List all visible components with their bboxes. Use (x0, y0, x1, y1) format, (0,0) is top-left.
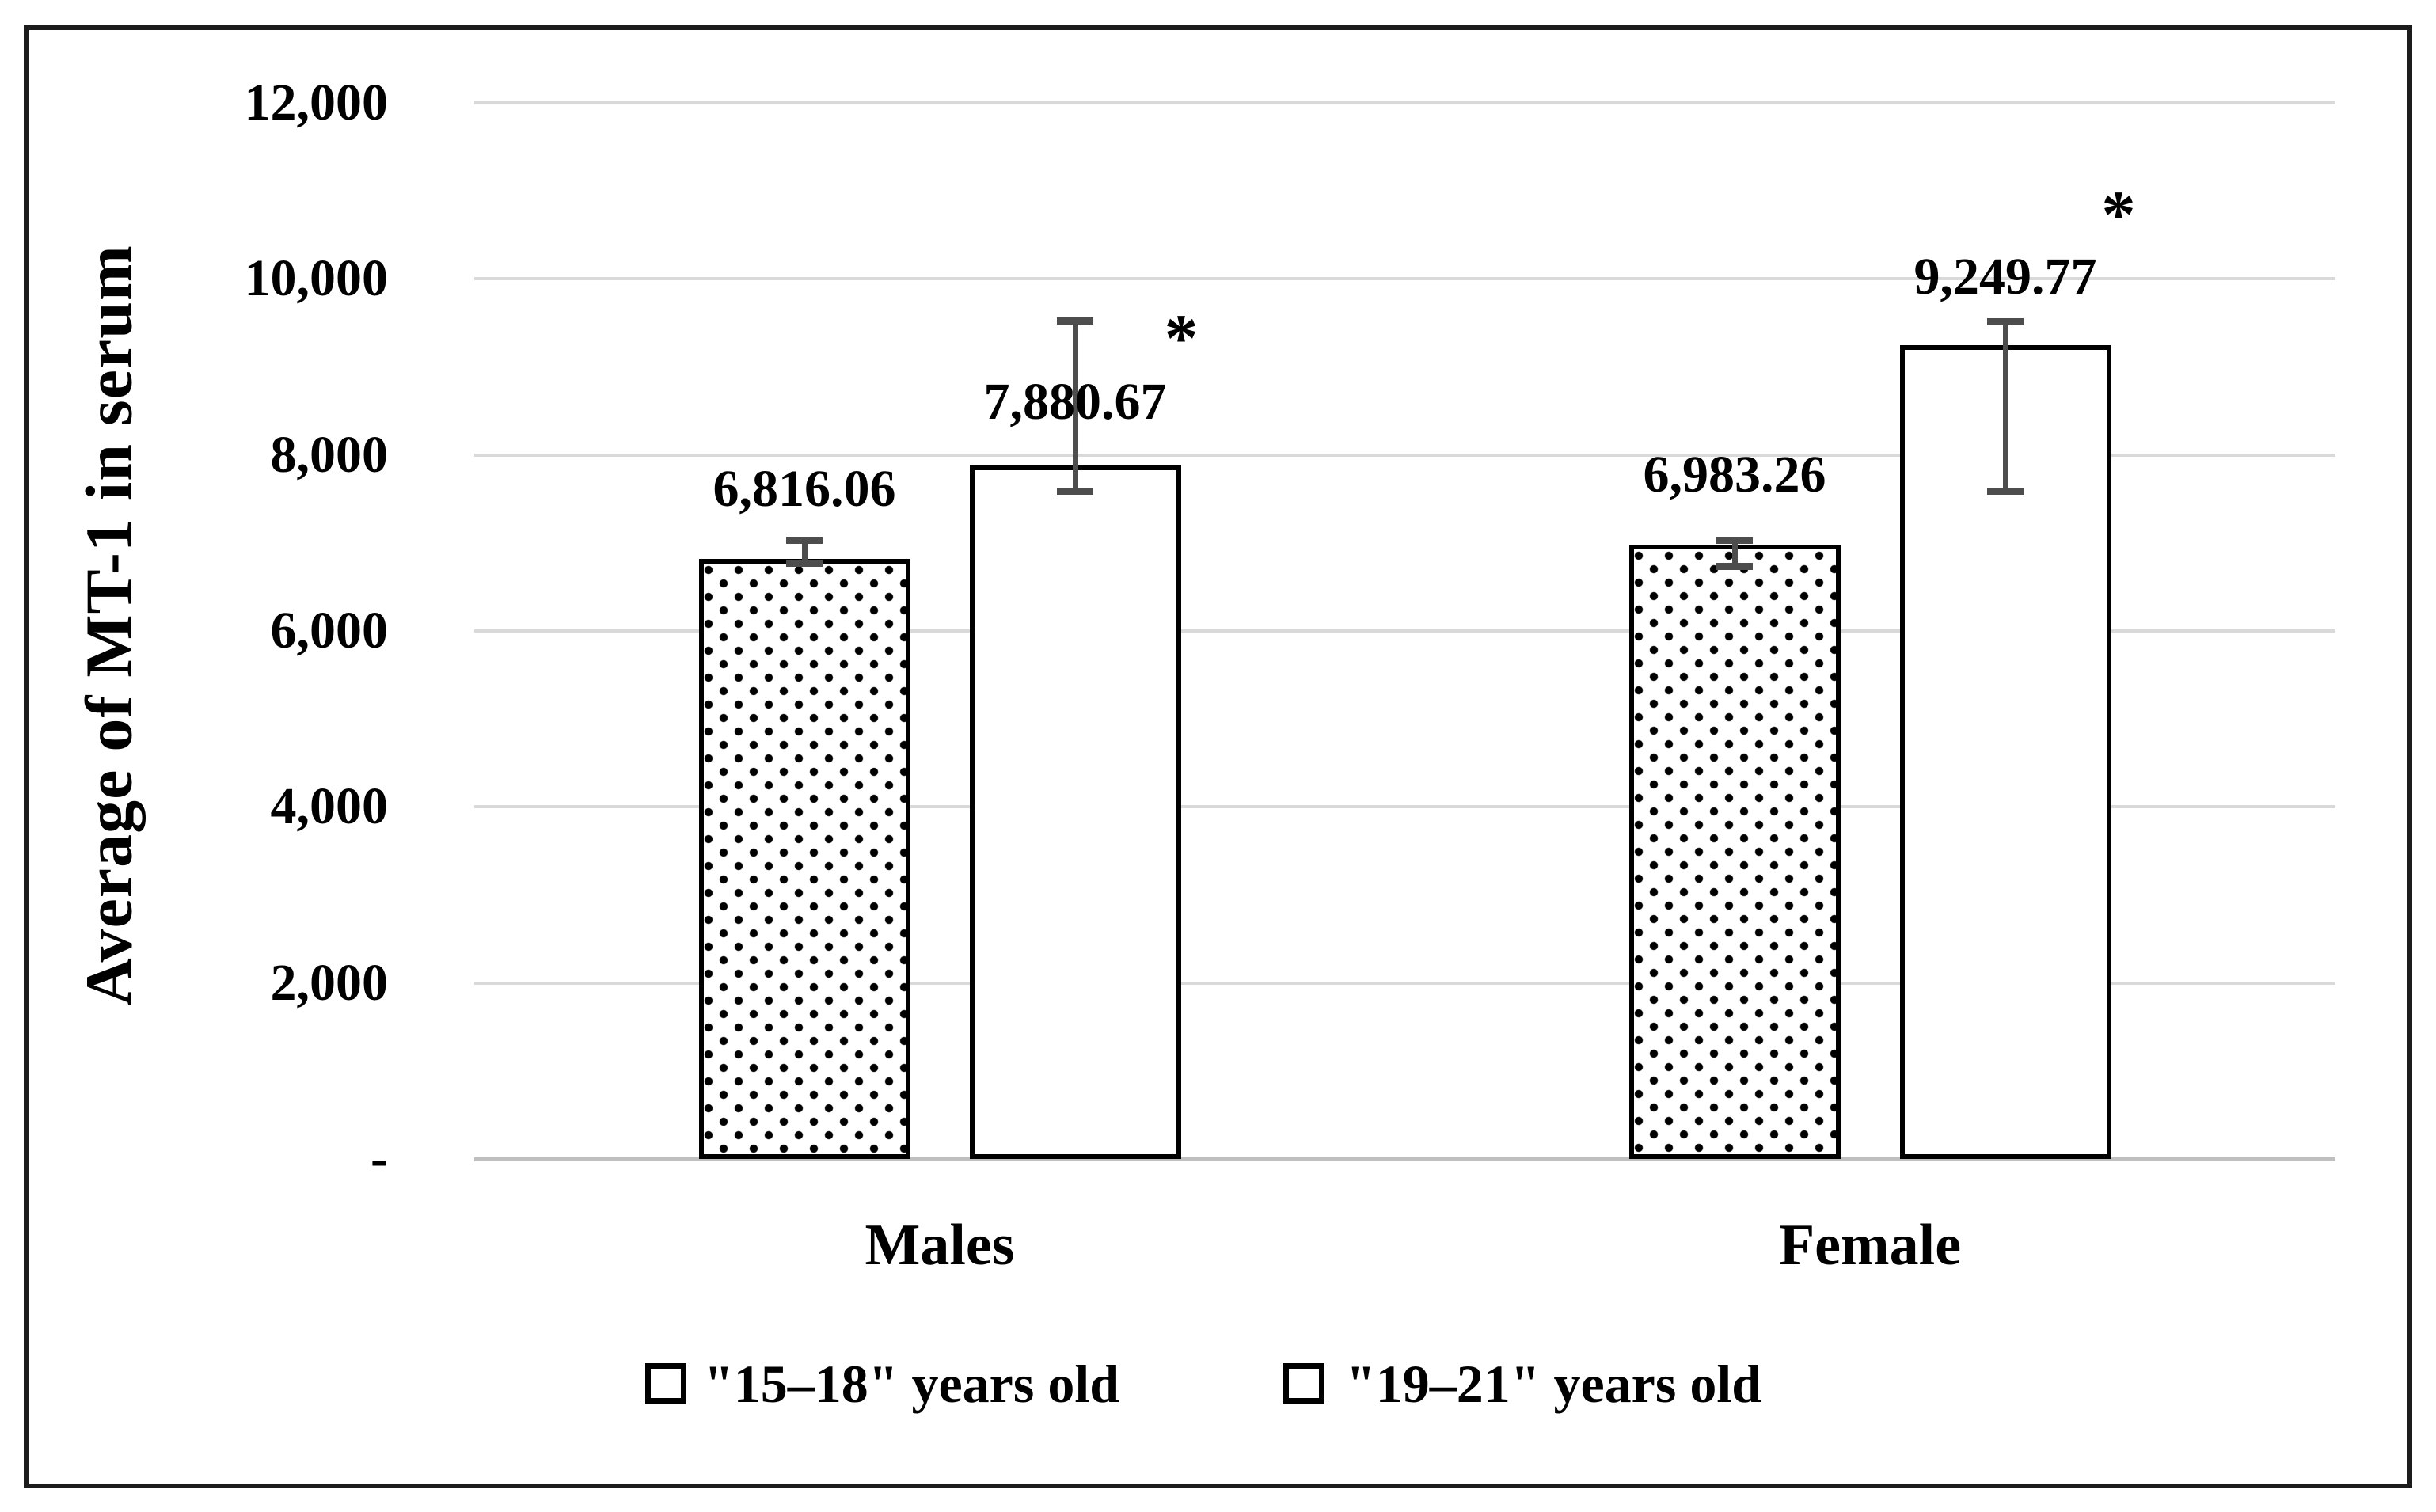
y-tick-label: 4,000 (270, 777, 389, 836)
legend-label-15-18: "15–18" years old (704, 1354, 1120, 1414)
data-label: 6,983.26 (1643, 446, 1826, 503)
category-label-males: Males (865, 1213, 1015, 1278)
error-bar-cap-bottom (1716, 562, 1753, 570)
error-bar-cap-top (1057, 317, 1093, 325)
bar-males-15-18 (698, 559, 910, 1159)
y-tick-label: 6,000 (270, 602, 389, 659)
significance-asterisk: * (1164, 300, 1199, 376)
error-bar-cap-bottom (1987, 488, 2024, 496)
error-bar-line (1731, 540, 1738, 566)
gridline (474, 453, 2335, 457)
category-label-female: Female (1778, 1213, 1962, 1278)
legend-swatch-19-21 (1283, 1363, 1324, 1404)
data-label: 7,880.67 (983, 373, 1167, 431)
x-axis-line (474, 1157, 2335, 1161)
gridline (474, 101, 2335, 104)
gridline (474, 629, 2335, 633)
error-bar-cap-bottom (786, 560, 823, 568)
gridline (474, 805, 2335, 809)
y-tick-label: - (371, 1130, 388, 1187)
error-bar-line (2002, 321, 2008, 492)
data-label: 9,249.77 (1913, 248, 2097, 306)
error-bar-cap-top (1987, 317, 2024, 325)
y-tick-label: 12,000 (244, 74, 389, 131)
gridline (474, 277, 2335, 281)
bar-males-19-21 (969, 465, 1181, 1159)
data-label: 6,816.06 (713, 460, 896, 518)
error-bar-cap-bottom (1057, 488, 1093, 496)
y-tick-label: 8,000 (270, 425, 389, 484)
y-tick-label: 10,000 (244, 249, 389, 308)
gridline (474, 981, 2335, 985)
bar-female-15-18 (1628, 544, 1841, 1159)
error-bar-cap-top (1716, 537, 1753, 545)
error-bar-line (801, 540, 808, 564)
legend-label-19-21: "19–21" years old (1346, 1354, 1762, 1414)
legend-swatch-15-18 (645, 1363, 686, 1404)
significance-asterisk: * (2101, 177, 2136, 253)
error-bar-line (1072, 320, 1078, 492)
error-bar-cap-top (786, 537, 823, 545)
y-tick-label: 2,000 (270, 953, 389, 1012)
